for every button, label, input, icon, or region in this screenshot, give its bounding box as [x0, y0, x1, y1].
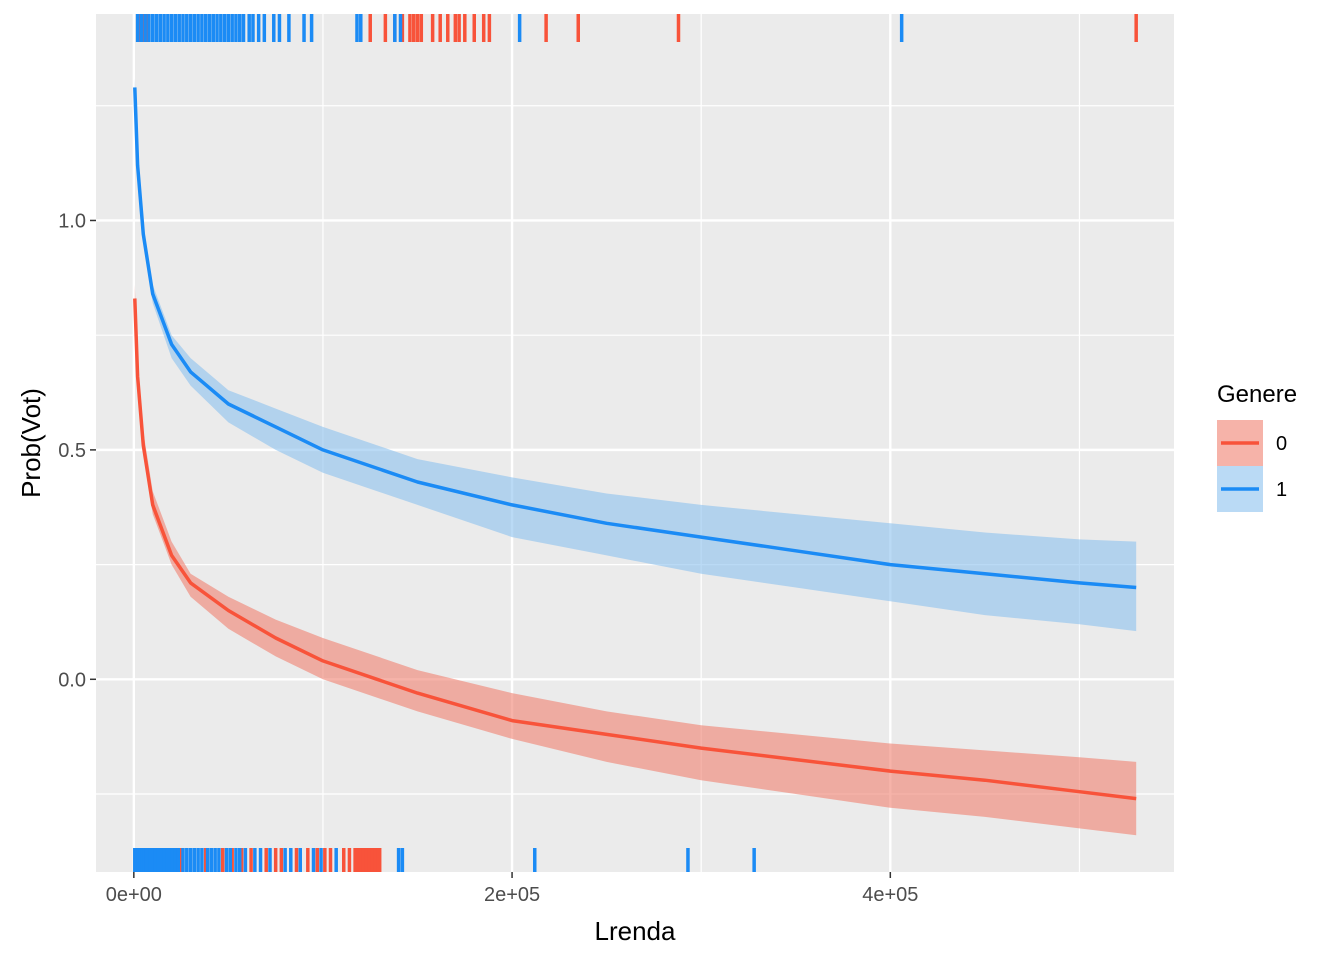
axes: 0.0 0.5 1.0 0e+00 2e+05 4e+05: [58, 210, 918, 906]
y-axis-title: Prob(Vot): [16, 388, 46, 498]
series-lines: [133, 87, 1137, 801]
legend: Genere 0 1: [1217, 381, 1297, 512]
y-tick-label: 0.0: [58, 669, 86, 691]
y-tick-label: 0.5: [58, 440, 86, 462]
legend-label-0: 0: [1276, 433, 1287, 455]
line-series-0: [133, 298, 1137, 801]
ribbon-series-0: [134, 284, 1137, 836]
rug-marks: [133, 14, 1138, 872]
x-tick-label: 2e+05: [484, 884, 540, 906]
x-tick-label: 4e+05: [862, 884, 918, 906]
x-tick-label: 0e+00: [106, 884, 162, 906]
grid: [96, 14, 1174, 872]
ribbon-series-1: [134, 78, 1137, 632]
legend-title: Genere: [1217, 381, 1297, 408]
y-tick-label: 1.0: [58, 210, 86, 232]
line-series-1: [133, 87, 1137, 590]
legend-label-1: 1: [1276, 479, 1287, 501]
x-axis-title: Lrenda: [595, 916, 676, 946]
confidence-ribbons: [134, 78, 1137, 836]
